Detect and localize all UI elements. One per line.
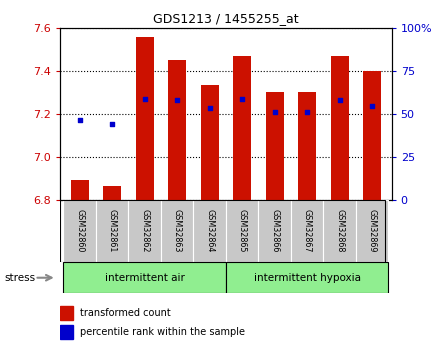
Text: intermittent air: intermittent air [105,273,185,283]
Point [271,109,278,115]
Bar [331,56,348,200]
Point [303,109,311,115]
Text: GSM32867: GSM32867 [303,209,312,253]
Bar [233,56,251,200]
Text: GSM32868: GSM32868 [335,209,344,253]
Bar [71,180,89,200]
Bar [60,325,73,338]
Bar [136,37,154,200]
Bar [63,200,96,262]
Point [76,118,83,123]
Bar [259,200,291,262]
Text: transformed count: transformed count [80,308,170,318]
Bar [193,200,226,262]
Point [336,97,343,102]
Bar [103,186,121,200]
Bar [291,200,324,262]
Point [174,97,181,102]
Bar [226,262,388,293]
Text: percentile rank within the sample: percentile rank within the sample [80,327,245,337]
Point [368,104,376,109]
Bar [168,60,186,200]
Bar [266,92,283,200]
Text: GSM32863: GSM32863 [173,209,182,253]
Point [206,106,213,111]
Text: GSM32862: GSM32862 [140,209,149,253]
Bar [128,200,161,262]
Bar [63,262,226,293]
Bar [324,200,356,262]
Bar [356,200,388,262]
Bar [96,200,128,262]
Point [141,96,148,101]
Text: intermittent hypoxia: intermittent hypoxia [254,273,360,283]
Bar [226,200,259,262]
Text: GSM32866: GSM32866 [270,209,279,253]
Title: GDS1213 / 1455255_at: GDS1213 / 1455255_at [153,12,299,25]
Bar [298,92,316,200]
Bar [161,200,193,262]
Text: stress: stress [4,273,36,283]
Bar [60,306,73,319]
Text: GSM32861: GSM32861 [108,209,117,253]
Text: GSM32869: GSM32869 [368,209,376,253]
Bar [363,71,381,200]
Point [239,96,246,101]
Bar [201,85,218,200]
Text: GSM32860: GSM32860 [75,209,84,253]
Point [109,121,116,126]
Text: GSM32864: GSM32864 [205,209,214,253]
Text: GSM32865: GSM32865 [238,209,247,253]
